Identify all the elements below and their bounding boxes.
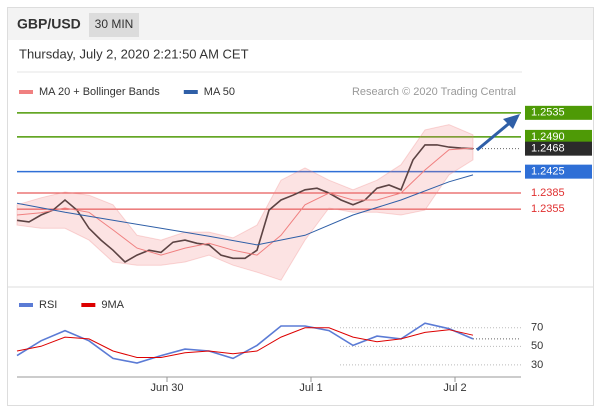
projection-arrowhead: [503, 114, 520, 129]
projection-arrow: [476, 119, 513, 152]
legend-label: RSI: [39, 299, 57, 311]
series-line: [16, 327, 474, 358]
timeframe-box: [89, 13, 139, 37]
x-tick-label: Jul 2: [443, 382, 466, 394]
legend-swatch: [183, 90, 198, 94]
x-tick-label: Jul 1: [299, 382, 322, 394]
source: Research © 2020 Trading Central: [352, 86, 516, 98]
level-label-box: [525, 141, 592, 156]
level-label-box: [525, 129, 592, 144]
level-label: 1.2490: [531, 131, 565, 143]
subtitle: Thursday, July 2, 2020 2:21:50 AM CET: [19, 46, 249, 61]
level-label-box: [525, 105, 592, 120]
level-label: 1.2535: [531, 107, 565, 119]
y-tick-label: 50: [531, 340, 543, 352]
legend-label: 9MA: [101, 299, 124, 311]
bollinger-band: [16, 124, 474, 281]
y-tick-label: 70: [531, 322, 543, 334]
legend-label: MA 20 + Bollinger Bands: [39, 86, 160, 98]
level-label: 1.2355: [531, 203, 565, 215]
timeframe: 30 MIN: [95, 17, 134, 31]
legend-swatch: [19, 90, 33, 94]
frame: [7, 7, 594, 406]
y-tick-label: 30: [531, 359, 543, 371]
level-label-box: [525, 164, 592, 179]
level-label: 1.2468: [531, 143, 565, 155]
legend-swatch: [19, 303, 33, 307]
series-line: [16, 174, 474, 246]
title: GBP/USD: [17, 16, 81, 32]
x-tick-label: Jun 30: [150, 382, 183, 394]
legend-label: MA 50: [204, 86, 235, 98]
series-line: [16, 147, 474, 256]
series-line: [16, 144, 474, 263]
legend-swatch: [81, 303, 96, 307]
level-label: 1.2425: [531, 166, 565, 178]
level-label: 1.2385: [531, 187, 565, 199]
